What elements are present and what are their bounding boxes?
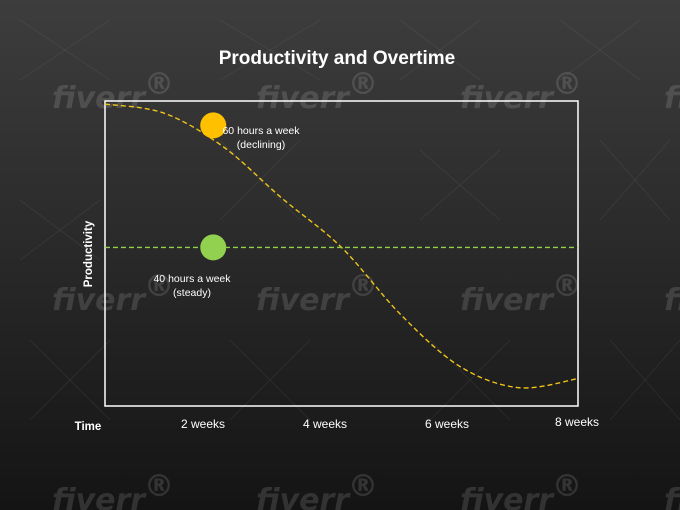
chart-title: Productivity and Overtime [219, 48, 456, 69]
watermark-cross-line [399, 19, 481, 81]
x-axis-label: Time [75, 421, 102, 433]
watermark-logo: fiverr [52, 483, 147, 510]
watermark-cross-line [29, 339, 111, 421]
watermark-cross-line [219, 19, 321, 81]
watermark-cross-line [219, 19, 321, 81]
watermark-logo: fiverr [256, 483, 351, 510]
watermark-cross-line [419, 149, 501, 221]
plot-series-layer [104, 103, 579, 389]
watermark-registered-mark: ® [552, 269, 582, 304]
watermark-logo: fiverr [256, 283, 351, 318]
x-tick-8-weeks: 8 weeks [555, 415, 599, 429]
watermark-registered-mark: ® [144, 67, 174, 102]
watermark-logo: fiverr [52, 283, 147, 318]
watermark-cross-line [399, 19, 481, 81]
plot-frame [104, 100, 579, 407]
watermark-logo: fiverr [460, 483, 555, 510]
x-tick-4-weeks: 4 weeks [303, 417, 347, 431]
watermark-cross-line [559, 19, 641, 81]
watermark-cross-line [219, 139, 301, 221]
watermark-cross-line [419, 149, 501, 221]
watermark-logo: fiverr [664, 283, 680, 318]
watermark-cross-line [599, 139, 671, 221]
annotation-60h-line2: (declining) [237, 139, 285, 151]
watermark-registered-mark: ® [144, 469, 174, 504]
watermark-cross-line [19, 199, 101, 261]
watermark-cross-line [29, 339, 111, 421]
watermark-logo: fiverr [664, 483, 680, 510]
marker-40-hours [200, 234, 227, 261]
watermark-cross-line [219, 139, 301, 221]
watermark-registered-mark: ® [552, 67, 582, 102]
plot-marker-layer [200, 112, 227, 261]
x-tick-6-weeks: 6 weeks [425, 417, 469, 431]
watermark-cross-line [19, 19, 111, 81]
watermark-logo: fiverr [52, 81, 147, 116]
annotation-60h-line1: 60 hours a week [222, 125, 300, 137]
watermark-registered-mark: ® [348, 469, 378, 504]
watermark-logo: fiverr [460, 81, 555, 116]
marker-60-hours [200, 112, 227, 139]
annotation-40h-line2: (steady) [173, 287, 211, 299]
watermark-registered-mark: ® [552, 469, 582, 504]
watermark-cross-line [609, 339, 680, 421]
watermark-cross-line [599, 139, 671, 221]
watermark-registered-mark: ® [348, 67, 378, 102]
y-axis-label: Productivity [83, 220, 95, 287]
x-tick-2-weeks: 2 weeks [181, 417, 225, 431]
watermark-logo: fiverr [460, 283, 555, 318]
watermark-registered-mark: ® [348, 269, 378, 304]
watermark-layer: fiverr®fiverr®fiverr®fiverr®fiverr®fiver… [19, 19, 680, 510]
watermark-cross-line [19, 19, 111, 81]
watermark-cross-line [559, 19, 641, 81]
watermark-cross-line [609, 339, 680, 421]
watermark-registered-mark: ® [144, 269, 174, 304]
watermark-cross-line [19, 199, 101, 261]
watermark-logo: fiverr [256, 81, 351, 116]
series-line-60-hours [104, 103, 579, 389]
watermark-logo: fiverr [664, 81, 680, 116]
annotation-40h-line1: 40 hours a week [153, 273, 231, 285]
